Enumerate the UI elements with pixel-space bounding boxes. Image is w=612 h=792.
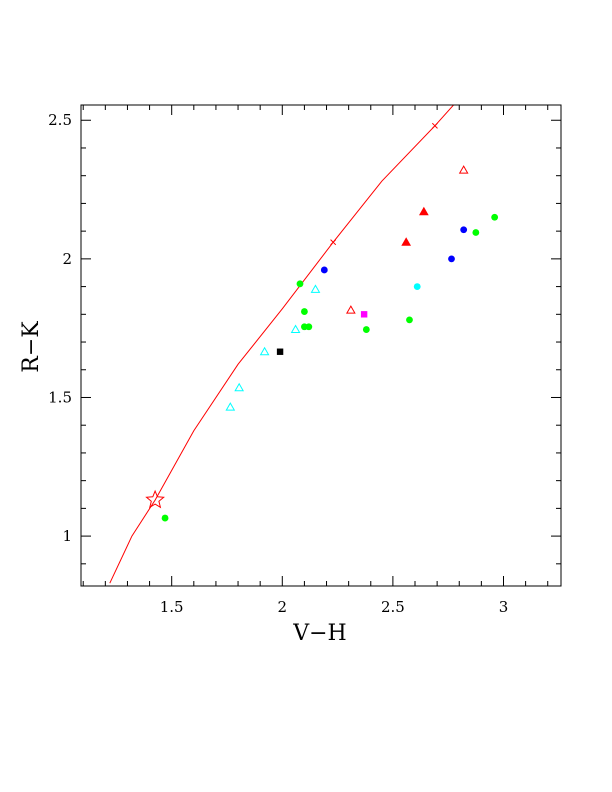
data-point-circle xyxy=(320,266,328,274)
y-tick-label: 2.5 xyxy=(48,111,72,129)
data-points xyxy=(145,165,499,522)
curve-x-marker xyxy=(431,122,438,129)
y-tick-label: 2 xyxy=(62,250,72,268)
data-point-circle xyxy=(472,229,480,236)
data-point-triangle-open xyxy=(458,165,469,174)
star-icon xyxy=(145,489,165,509)
y-tick-label: 1.5 xyxy=(48,388,72,406)
data-point-square xyxy=(276,348,284,355)
data-point-triangle-open xyxy=(290,324,301,334)
data-point-circle xyxy=(460,226,468,234)
axis-labels: V−H R−K xyxy=(19,321,347,646)
data-point-circle xyxy=(406,316,413,324)
data-point-circle xyxy=(413,283,421,290)
data-point-circle xyxy=(161,514,169,522)
x-axis-label: V−H xyxy=(292,621,347,646)
curve-x-marker xyxy=(330,239,337,246)
data-point-triangle-open xyxy=(310,284,321,293)
plot-frame-rect xyxy=(80,104,562,587)
data-point-triangle-filled xyxy=(418,206,429,216)
data-point-circle xyxy=(305,323,313,331)
y-axis-label: R−K xyxy=(19,321,44,373)
data-point-triangle-open xyxy=(225,402,236,411)
x-tick-label: 2 xyxy=(278,598,288,616)
plot-frame xyxy=(80,104,562,587)
data-point-triangle-filled xyxy=(401,237,412,246)
data-point-circle xyxy=(491,213,499,221)
model-curve-layer xyxy=(109,105,455,584)
axis-ticks: 1.5 2 2.5 3 1 1.5 2 2.5 xyxy=(48,105,561,616)
data-point-triangle-open xyxy=(346,305,356,314)
data-point-triangle-open xyxy=(234,382,245,392)
x-tick-label: 1.5 xyxy=(160,598,184,616)
data-point-circle xyxy=(362,326,370,333)
model-curve-line xyxy=(109,105,455,584)
data-point-circle xyxy=(448,255,455,263)
y-tick-label: 1 xyxy=(62,527,72,545)
data-point-circle xyxy=(296,280,304,288)
data-point-triangle-open xyxy=(259,346,270,356)
x-tick-label: 3 xyxy=(499,598,509,616)
data-point-circle xyxy=(301,308,308,315)
x-tick-label: 2.5 xyxy=(381,598,405,616)
data-point-square xyxy=(360,311,368,318)
